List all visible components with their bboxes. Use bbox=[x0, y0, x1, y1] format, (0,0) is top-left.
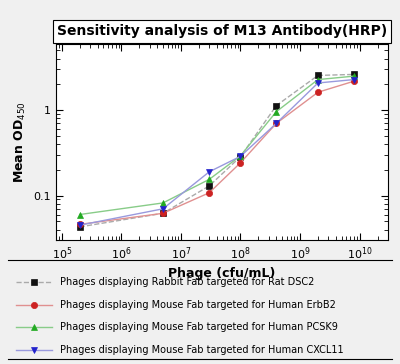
Text: Phages displaying Mouse Fab targeted for Human PCSK9: Phages displaying Mouse Fab targeted for… bbox=[60, 322, 338, 332]
Text: Phages displaying Mouse Fab targeted for Human ErbB2: Phages displaying Mouse Fab targeted for… bbox=[60, 300, 336, 310]
Title: Sensitivity analysis of M13 Antibody(HRP): Sensitivity analysis of M13 Antibody(HRP… bbox=[57, 24, 387, 38]
Y-axis label: Mean OD$_{450}$: Mean OD$_{450}$ bbox=[13, 101, 28, 183]
Text: Phages displaying Rabbit Fab targeted for Rat DSC2: Phages displaying Rabbit Fab targeted fo… bbox=[60, 277, 314, 287]
Text: Phages displaying Mouse Fab targeted for Human CXCL11: Phages displaying Mouse Fab targeted for… bbox=[60, 345, 344, 355]
X-axis label: Phage (cfu/mL): Phage (cfu/mL) bbox=[168, 267, 276, 280]
